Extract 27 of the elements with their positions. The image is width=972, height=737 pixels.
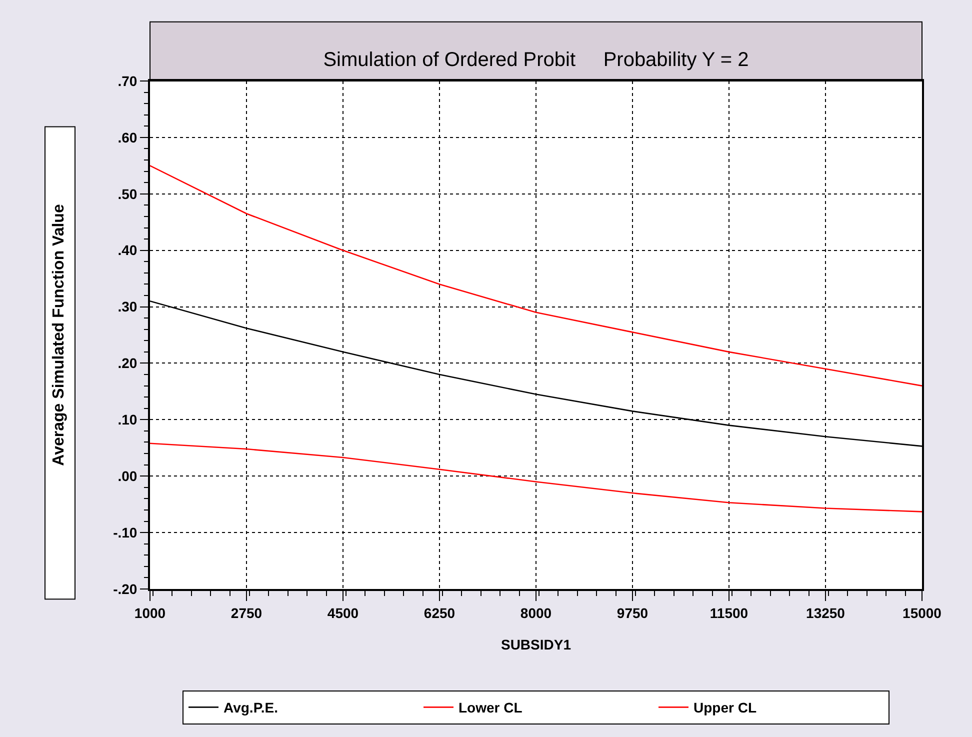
- x-axis-title: SUBSIDY1: [500, 636, 572, 653]
- line-series: [150, 165, 922, 386]
- y-tick-label: .00: [118, 468, 138, 484]
- x-tick-label: 4500: [327, 604, 359, 621]
- x-tick-label: 2750: [230, 604, 262, 621]
- y-tick-label: -.10: [113, 524, 138, 540]
- line-series: [150, 442, 922, 512]
- x-tick-label: 9750: [616, 604, 648, 621]
- y-axis-title: Average Simulated Function Value: [50, 204, 68, 466]
- y-tick-label: .30: [118, 298, 138, 315]
- x-tick-label: 8000: [520, 604, 552, 621]
- x-tick-label: 1000: [134, 604, 166, 621]
- y-tick-label: .40: [118, 242, 138, 258]
- legend-label: Lower CL: [458, 700, 523, 716]
- y-tick-label: .60: [118, 129, 138, 146]
- x-tick-label: 15000: [902, 604, 942, 621]
- x-tick-label: 6250: [424, 604, 456, 621]
- x-tick-label: 11500: [710, 604, 748, 621]
- chart-title: Simulation of Ordered Probit Probability Y = 2: [323, 49, 749, 71]
- legend-label: Avg.P.E.: [224, 700, 278, 716]
- x-tick-label: 13250: [806, 604, 846, 621]
- y-tick-label: .20: [118, 355, 138, 372]
- y-tick-label: .50: [118, 186, 138, 202]
- y-tick-label: -.20: [113, 580, 138, 597]
- y-tick-label: .70: [118, 72, 138, 89]
- legend-label: Upper CL: [694, 700, 757, 716]
- y-tick-label: .10: [118, 412, 138, 428]
